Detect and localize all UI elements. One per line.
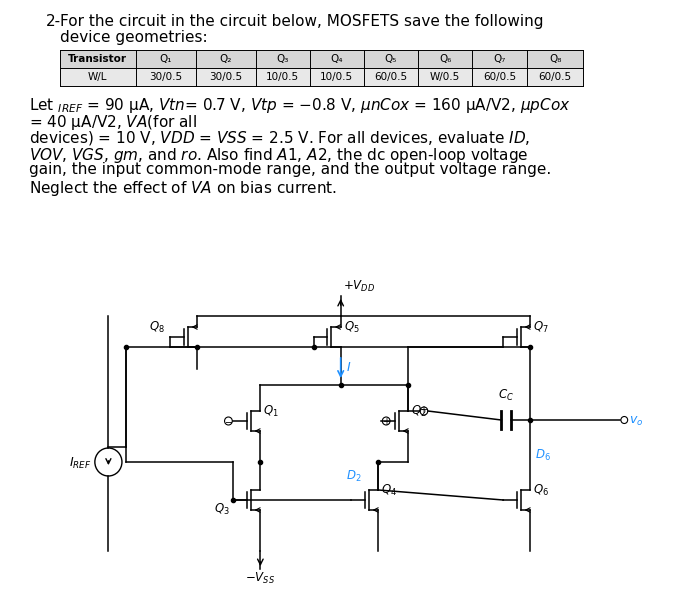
Text: W/0.5: W/0.5: [430, 72, 461, 82]
Text: $Q_1$: $Q_1$: [263, 404, 279, 419]
Text: $Q_6$: $Q_6$: [533, 483, 550, 498]
Text: $I_{REF}$: $I_{REF}$: [69, 456, 91, 470]
Text: Q₁: Q₁: [160, 54, 172, 64]
Text: $+V_{DD}$: $+V_{DD}$: [342, 279, 375, 294]
Text: gain, the input common-mode range, and the output voltage range.: gain, the input common-mode range, and t…: [29, 162, 552, 177]
Text: $D_2$: $D_2$: [346, 468, 361, 484]
Text: 10/0.5: 10/0.5: [266, 72, 299, 82]
Text: Q₆: Q₆: [439, 54, 452, 64]
Bar: [60, 68, 582, 86]
Text: $-V_{SS}$: $-V_{SS}$: [245, 571, 275, 586]
Text: $D_6$: $D_6$: [536, 448, 551, 462]
Text: 60/0.5: 60/0.5: [538, 72, 572, 82]
Text: $Q_5$: $Q_5$: [344, 320, 359, 335]
Text: $+$: $+$: [419, 403, 428, 414]
Text: 60/0.5: 60/0.5: [483, 72, 517, 82]
Text: $C_C$: $C_C$: [498, 388, 514, 403]
Text: Transistor: Transistor: [69, 54, 127, 64]
Text: Q₂: Q₂: [219, 54, 232, 64]
Text: $Q_4$: $Q_4$: [382, 483, 398, 498]
Text: $Q_2$: $Q_2$: [412, 404, 427, 419]
Text: Q₄: Q₄: [330, 54, 343, 64]
Text: device geometries:: device geometries:: [60, 30, 208, 45]
Text: Q₅: Q₅: [385, 54, 397, 64]
Bar: [60, 50, 582, 86]
Text: W/L: W/L: [88, 72, 108, 82]
Text: Q₇: Q₇: [494, 54, 506, 64]
Text: $VOV$, $VGS$, $gm$, and $ro$. Also find $A1$, $A2$, the dc open-loop voltage: $VOV$, $VGS$, $gm$, and $ro$. Also find …: [29, 146, 528, 165]
Text: $Q_7$: $Q_7$: [533, 320, 549, 335]
Text: devices) = 10 V, $VDD$ = $VSS$ = 2.5 V. For all devices, evaluate $ID$,: devices) = 10 V, $VDD$ = $VSS$ = 2.5 V. …: [29, 129, 530, 147]
Text: 30/0.5: 30/0.5: [149, 72, 182, 82]
Text: Q₃: Q₃: [276, 54, 289, 64]
Text: Neglect the effect of $VA$ on bias current.: Neglect the effect of $VA$ on bias curre…: [29, 179, 337, 198]
Text: $+$: $+$: [382, 416, 391, 427]
Text: $Q_8$: $Q_8$: [148, 320, 164, 335]
Text: $Q_3$: $Q_3$: [214, 502, 230, 517]
Text: $v_o$: $v_o$: [629, 414, 643, 427]
Text: 10/0.5: 10/0.5: [321, 72, 354, 82]
Text: For the circuit in the circuit below, MOSFETS save the following: For the circuit in the circuit below, MO…: [60, 14, 543, 29]
Text: Q₈: Q₈: [549, 54, 561, 64]
Text: Let $_{IREF}$ = 90 μA, $Vtn$= 0.7 V, $Vtp$ = −0.8 V, $μnCox$ = 160 μA/V2, $μpCox: Let $_{IREF}$ = 90 μA, $Vtn$= 0.7 V, $Vt…: [29, 96, 570, 115]
Text: $-$: $-$: [224, 416, 233, 426]
Text: 2-: 2-: [46, 14, 61, 29]
Text: $I$: $I$: [346, 360, 351, 373]
Text: = 40 μA/V2, $VA$(for all: = 40 μA/V2, $VA$(for all: [29, 112, 197, 131]
Text: 60/0.5: 60/0.5: [374, 72, 407, 82]
Text: 30/0.5: 30/0.5: [209, 72, 242, 82]
